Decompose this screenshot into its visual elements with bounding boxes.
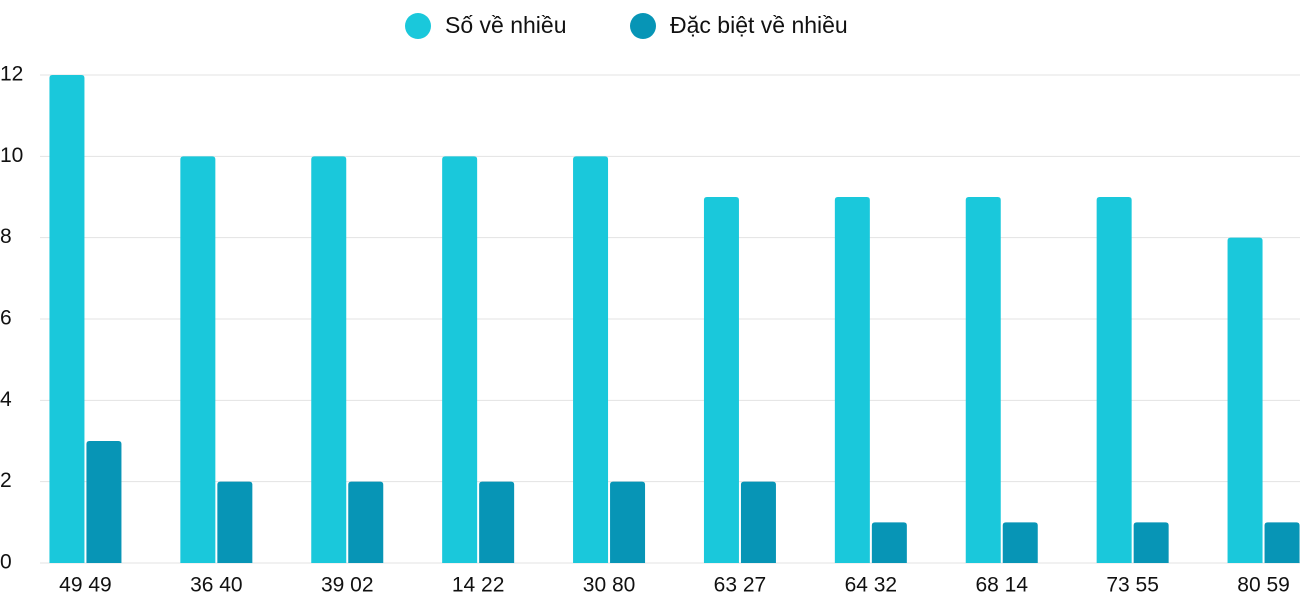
bar [311, 156, 347, 564]
bar [834, 197, 870, 563]
bar [573, 156, 609, 564]
bar [479, 481, 515, 563]
y-tick-label: 0 [0, 551, 12, 574]
bar [610, 481, 646, 563]
bar [1227, 237, 1263, 563]
legend-label: Số về nhiều [445, 12, 566, 38]
bar [1002, 522, 1038, 563]
y-tick-label: 4 [0, 388, 12, 411]
x-tick-label: 68 14 [975, 574, 1028, 597]
bar [1133, 522, 1169, 563]
x-tick-label: 73 55 [1106, 574, 1159, 597]
bar [180, 156, 216, 564]
y-tick-label: 12 [0, 63, 23, 86]
bar [348, 481, 384, 563]
bar [740, 481, 776, 563]
bar [1096, 197, 1132, 563]
legend-swatch [630, 13, 656, 39]
x-tick-label: 80 59 [1237, 574, 1290, 597]
bar [217, 481, 253, 563]
bar [703, 197, 739, 563]
y-tick-label: 6 [0, 307, 12, 330]
bar [965, 197, 1001, 563]
x-tick-label: 36 40 [190, 574, 243, 597]
x-tick-label: 39 02 [321, 574, 374, 597]
legend-swatch [405, 13, 431, 39]
bar [1264, 522, 1300, 563]
x-tick-label: 14 22 [452, 574, 505, 597]
legend-label: Đặc biệt về nhiều [670, 12, 848, 38]
x-tick-label: 49 49 [59, 574, 112, 597]
bar [49, 75, 85, 563]
y-tick-label: 2 [0, 469, 12, 492]
x-tick-label: 64 32 [845, 574, 898, 597]
y-tick-label: 8 [0, 225, 12, 248]
bar [871, 522, 907, 563]
bar [442, 156, 478, 564]
y-tick-label: 10 [0, 144, 23, 167]
bar [86, 441, 122, 563]
x-tick-label: 30 80 [583, 574, 636, 597]
x-tick-label: 63 27 [714, 574, 767, 597]
